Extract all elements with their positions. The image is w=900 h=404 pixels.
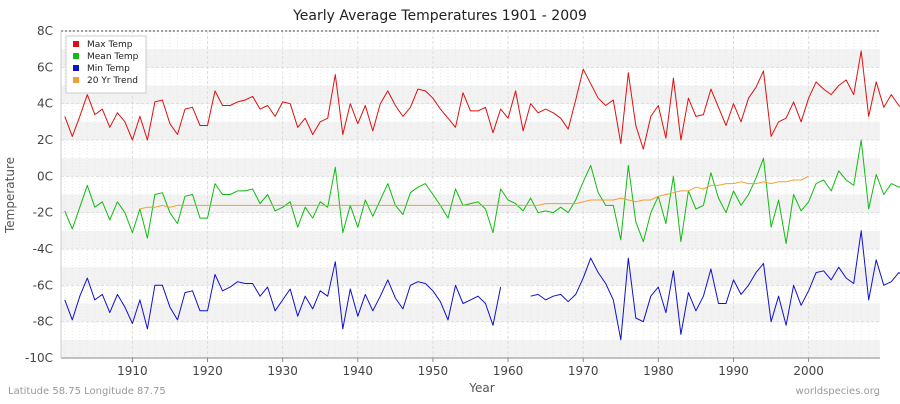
plot-band <box>61 339 880 358</box>
plot-band <box>61 158 880 177</box>
legend-swatch-min-temp <box>73 65 79 71</box>
legend-label-min-temp: Min Temp <box>87 64 130 74</box>
series-line-20-yr-trend <box>139 175 809 210</box>
y-tick-label: 8C <box>37 24 53 38</box>
y-tick-label: -6C <box>33 278 53 292</box>
y-tick-label: -2C <box>33 206 53 220</box>
series-lines <box>64 50 900 341</box>
legend-swatch-20-yr-trend <box>73 77 79 83</box>
footer-source: worldspecies.org <box>796 386 880 397</box>
y-tick-label: -4C <box>33 242 53 256</box>
x-tick-label: 1950 <box>418 364 449 378</box>
legend-label-mean-temp: Mean Temp <box>87 52 139 62</box>
legend-label-20-yr-trend: 20 Yr Trend <box>87 76 138 86</box>
series-line-min-temp <box>530 230 900 341</box>
x-tick-label: 2000 <box>793 364 824 378</box>
y-tick-label: 6C <box>37 60 53 74</box>
x-tick-label: 1960 <box>493 364 524 378</box>
y-tick-label: -10C <box>25 351 53 365</box>
legend-box <box>65 35 147 94</box>
y-tick-label: 2C <box>37 133 53 147</box>
series-line-mean-temp <box>64 139 900 245</box>
x-tick-label: 1910 <box>117 364 148 378</box>
plot-background <box>61 31 880 358</box>
plot-band <box>61 267 880 286</box>
y-tick-label: 0C <box>37 169 53 183</box>
legend-swatch-mean-temp <box>73 53 79 59</box>
footer-location: Latitude 58.75 Longitude 87.75 <box>8 386 166 397</box>
x-tick-label: 1940 <box>343 364 374 378</box>
x-axis-label: Year <box>468 381 494 395</box>
plot-band <box>61 303 880 322</box>
y-axis-ticks: -10C -8C -6C -4C -2C 0C 2C 4C 6C 8C <box>25 24 53 365</box>
series-line-min-temp <box>64 261 502 330</box>
y-tick-label: -8C <box>33 315 53 329</box>
plot-band <box>61 230 880 249</box>
legend: Max Temp Mean Temp Min Temp 20 Yr Trend <box>65 35 147 94</box>
chart-title: Yearly Average Temperatures 1901 - 2009 <box>292 8 587 24</box>
y-axis-label: Temperature <box>3 157 17 234</box>
series-line-max-temp <box>64 50 900 150</box>
legend-label-max-temp: Max Temp <box>87 40 133 50</box>
x-tick-label: 1930 <box>267 364 298 378</box>
x-tick-label: 1980 <box>643 364 674 378</box>
y-tick-label: 4C <box>37 97 53 111</box>
x-tick-label: 1990 <box>718 364 749 378</box>
x-tick-label: 1970 <box>568 364 599 378</box>
x-tick-label: 1920 <box>192 364 223 378</box>
legend-swatch-max-temp <box>73 41 79 47</box>
x-axis-ticks: 1910 1920 1930 1940 1950 1960 1970 1980 1990 2000 <box>117 358 824 378</box>
